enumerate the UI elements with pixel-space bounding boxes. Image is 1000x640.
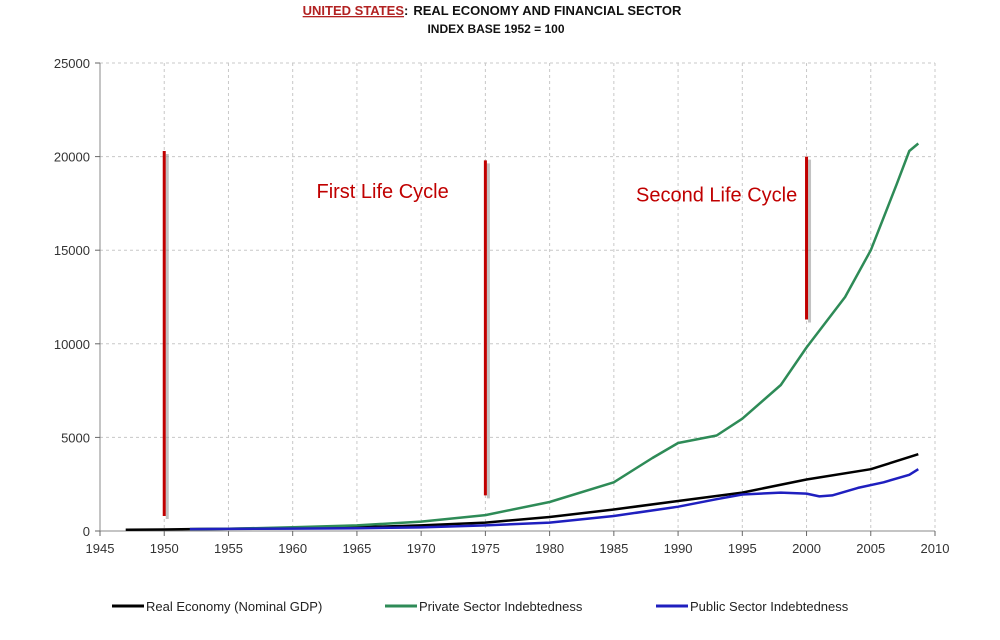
x-tick-label: 1985: [599, 541, 628, 556]
y-tick-label: 5000: [61, 430, 90, 445]
axes: 1945 1950 1955 1960 1965 1970 1975 1980 1985 1990…: [54, 56, 950, 556]
cycle-markers: [162, 150, 812, 520]
x-tick-label: 1945: [86, 541, 115, 556]
y-tick-label: 10000: [54, 337, 90, 352]
x-tick-label: 1980: [535, 541, 564, 556]
x-tick-label: 1970: [407, 541, 436, 556]
cycle-annotation: Second Life Cycle: [636, 185, 797, 207]
legend-label: Real Economy (Nominal GDP): [146, 599, 322, 614]
x-tick-label: 1990: [664, 541, 693, 556]
x-tick-label: 1955: [214, 541, 243, 556]
x-tick-label: 2010: [921, 541, 950, 556]
chart-title: UNITED STATES: REAL ECONOMY AND FINANCIAL…: [303, 3, 682, 18]
title-country: UNITED STATES: [303, 3, 405, 18]
cycle-annotation: First Life Cycle: [316, 181, 448, 203]
x-tick-label: 2005: [856, 541, 885, 556]
chart-subtitle: INDEX BASE 1952 = 100: [427, 22, 564, 36]
series-lines: [125, 142, 920, 531]
y-tick-label: 25000: [54, 56, 90, 71]
series-line-public-sector-indebtedness: [189, 468, 919, 531]
legend: Real Economy (Nominal GDP) Private Sector…: [112, 599, 849, 614]
legend-label: Private Sector Indebtedness: [419, 599, 583, 614]
x-tick-label: 1975: [471, 541, 500, 556]
series-line-real-economy-nominal-gdp: [125, 453, 919, 531]
x-tick-label: 1960: [278, 541, 307, 556]
annotations: First Life Cycle Second Life Cycle: [316, 181, 797, 207]
x-tick-label: 2000: [792, 541, 821, 556]
y-tick-label: 20000: [54, 150, 90, 165]
x-tick-label: 1950: [150, 541, 179, 556]
title-separator: :: [404, 3, 408, 18]
x-tick-label: 1995: [728, 541, 757, 556]
title-main: REAL ECONOMY AND FINANCIAL SECTOR: [413, 3, 682, 18]
y-tick-label: 15000: [54, 243, 90, 258]
x-tick-label: 1965: [342, 541, 371, 556]
series-line-private-sector-indebtedness: [189, 142, 920, 531]
legend-label: Public Sector Indebtedness: [690, 599, 849, 614]
y-tick-label: 0: [83, 524, 90, 539]
